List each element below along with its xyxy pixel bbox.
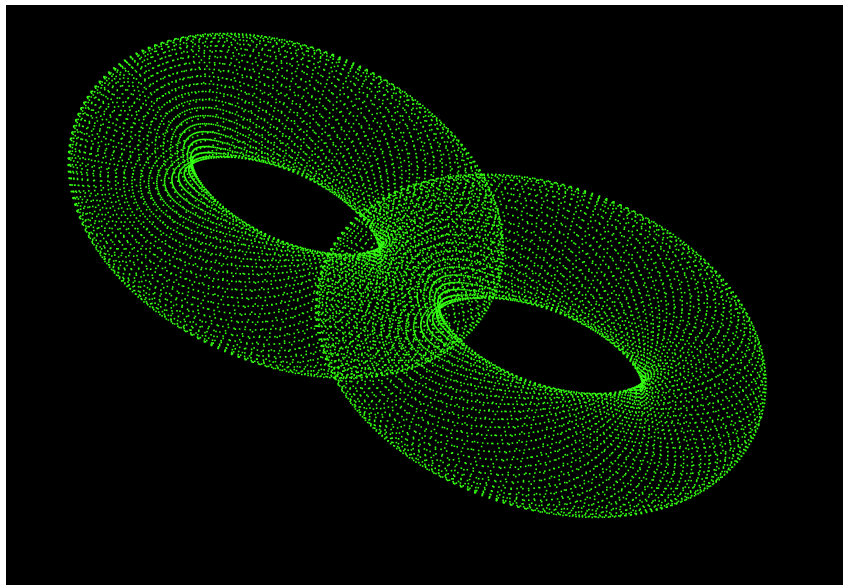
render-window (0, 0, 849, 585)
body: (() => { const data = JSON.parse(documen… (0, 0, 849, 585)
page: {} html, body { margin: 0; padding: 0; b… (0, 0, 849, 585)
